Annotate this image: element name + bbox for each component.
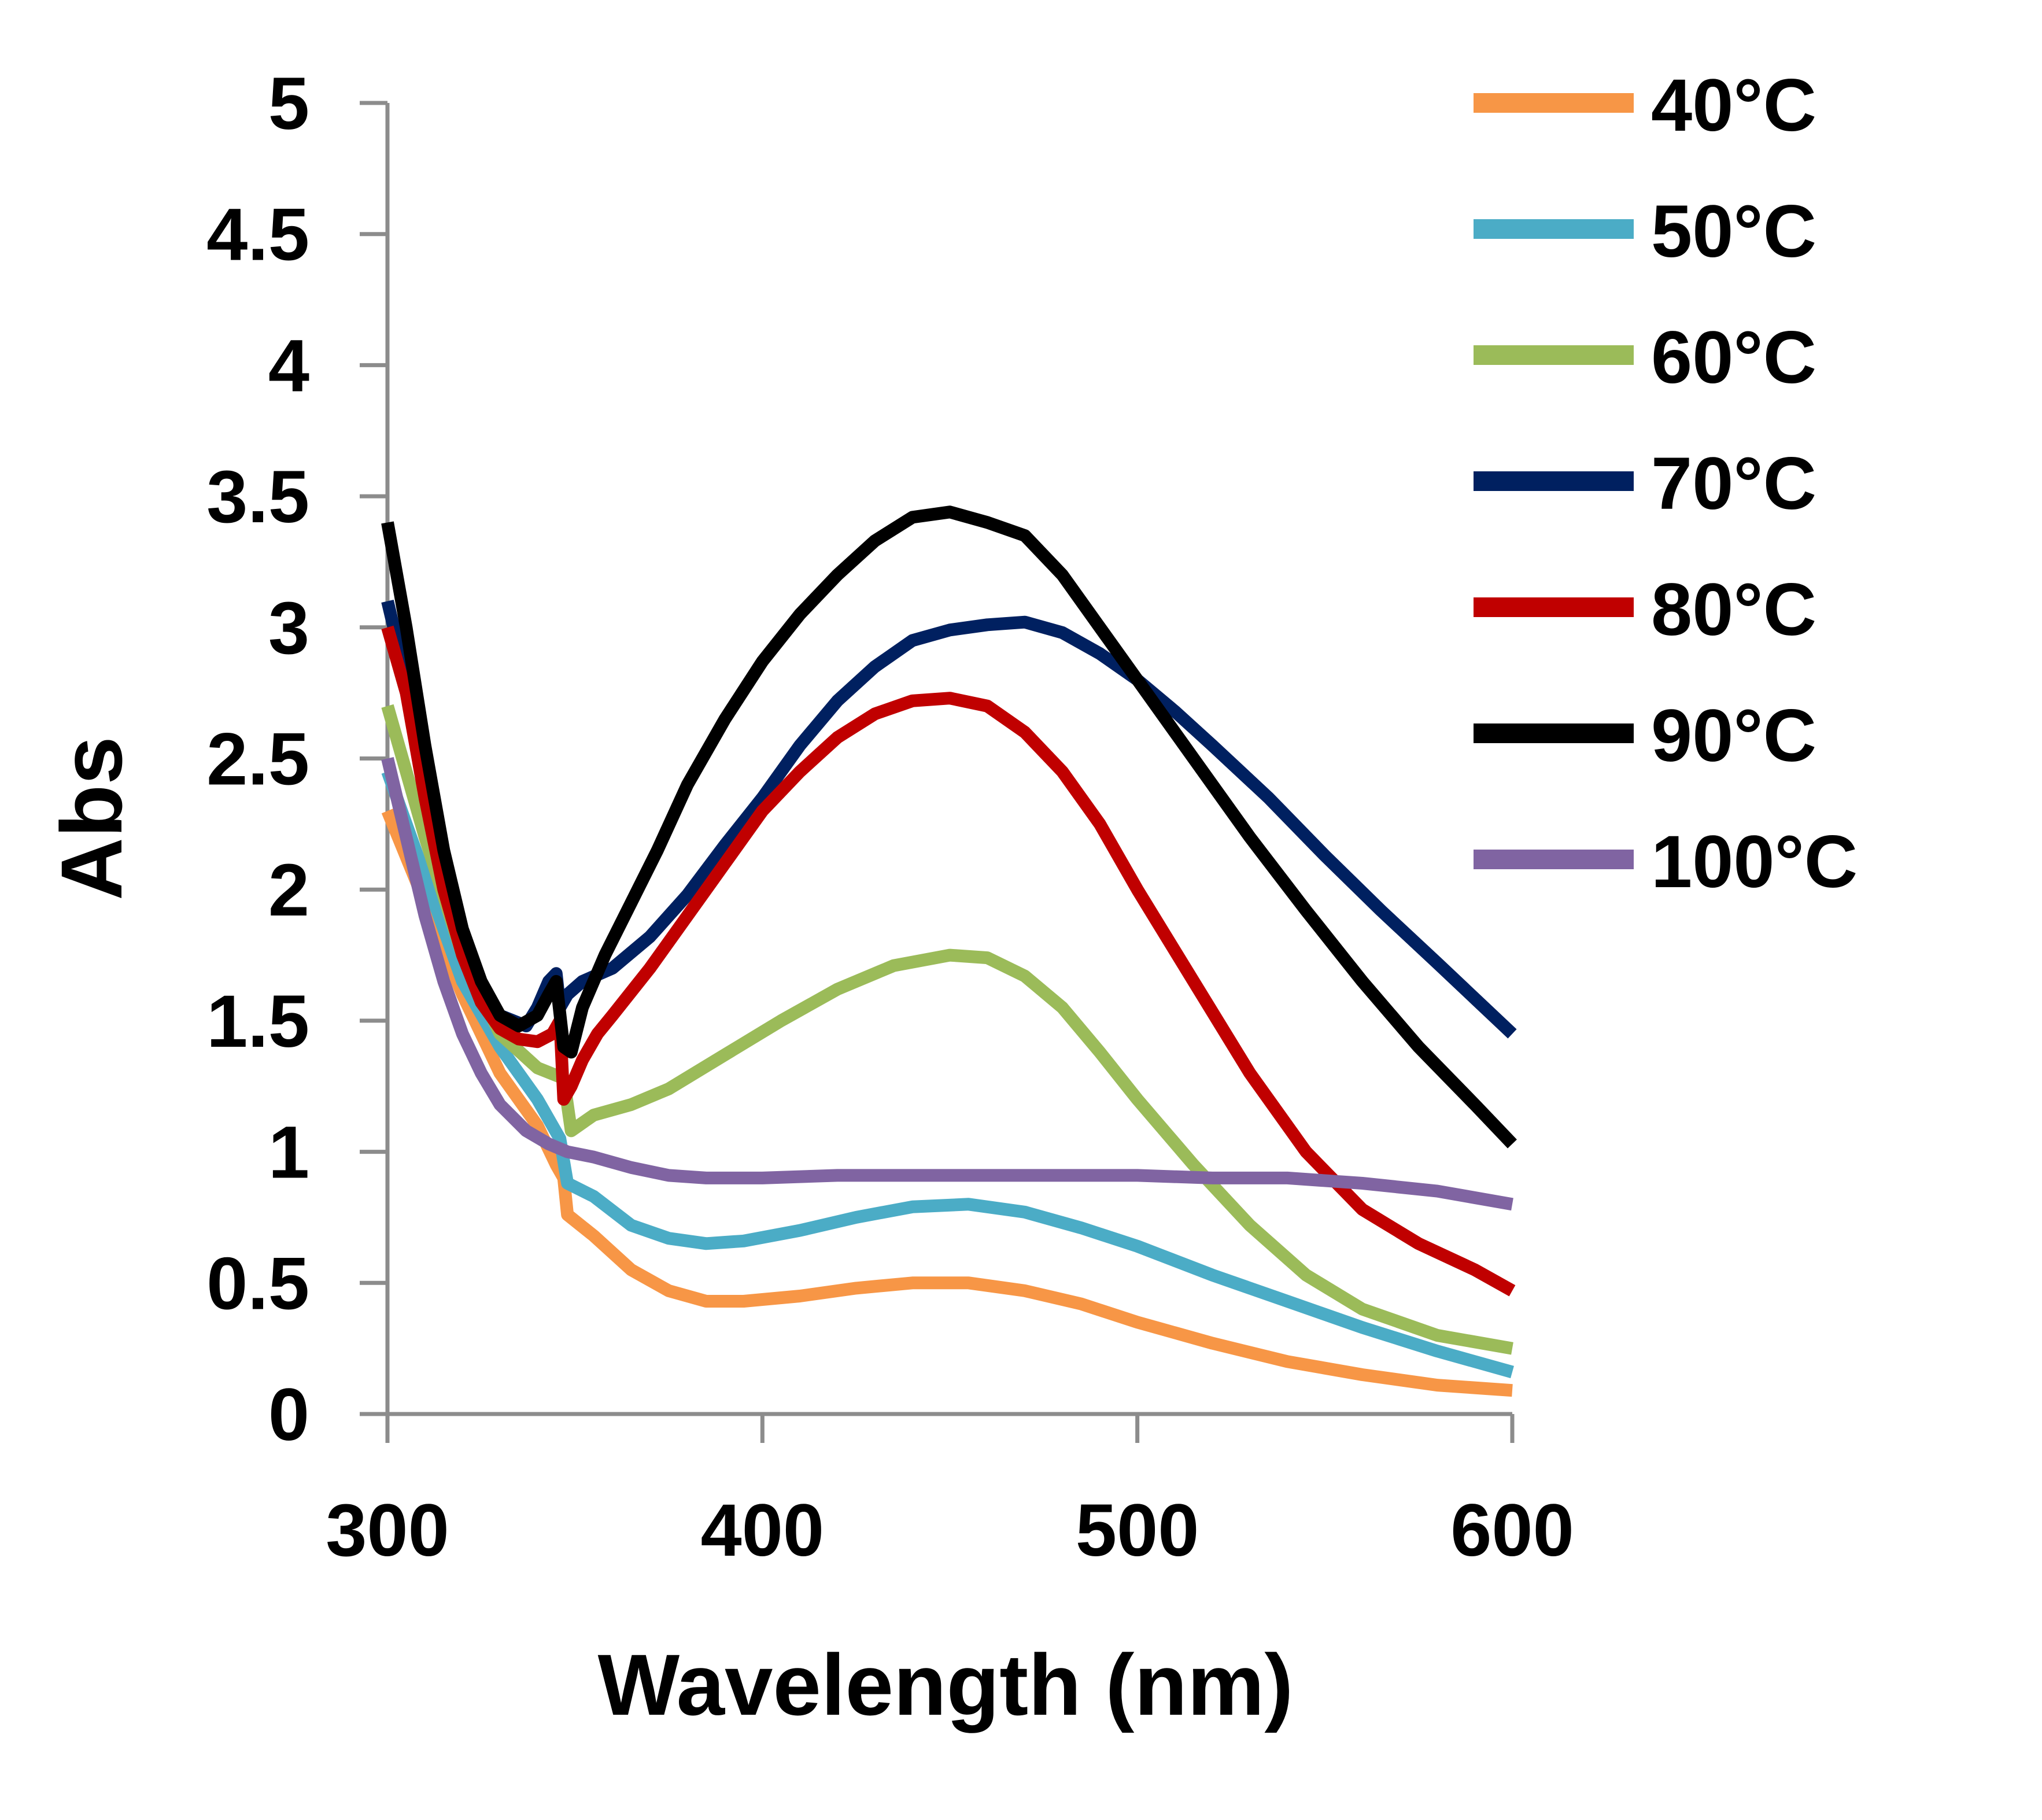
series-line <box>381 809 1513 1397</box>
x-tick-label: 500 <box>1076 1489 1199 1572</box>
x-axis-ticks: 300 400 500 600 <box>326 1414 1574 1572</box>
legend-label: 70°C <box>1651 442 1816 525</box>
legend-label: 40°C <box>1651 64 1816 147</box>
y-tick-label: 5 <box>268 62 309 145</box>
x-tick-label: 400 <box>701 1489 825 1572</box>
y-tick-label: 2.5 <box>206 718 309 801</box>
legend-label: 90°C <box>1651 695 1816 777</box>
y-tick-label: 0.5 <box>206 1242 309 1325</box>
y-tick-label: 4 <box>268 324 309 407</box>
series-line <box>381 769 1514 1379</box>
legend-label: 60°C <box>1651 316 1816 399</box>
legend: 40°C 50°C 60°C 70°C 80°C 90°C 100°C <box>1474 64 1858 903</box>
y-tick-label: 2 <box>268 849 309 932</box>
y-axis-title: Abs <box>43 736 140 900</box>
axes <box>385 103 1512 1416</box>
series-line <box>381 625 1516 1297</box>
series-group <box>381 505 1517 1397</box>
y-tick-label: 1 <box>268 1112 309 1194</box>
legend-label: 100°C <box>1651 821 1858 903</box>
y-axis-ticks: 0 0.5 1 1.5 2 2.5 3 3.5 4 4.5 5 <box>206 62 387 1456</box>
legend-label: 80°C <box>1651 568 1816 651</box>
y-tick-label: 0 <box>268 1374 309 1456</box>
y-tick-label: 3.5 <box>206 456 309 538</box>
series-line <box>381 704 1513 1355</box>
y-tick-label: 4.5 <box>206 194 309 276</box>
y-tick-label: 3 <box>268 587 309 670</box>
x-tick-label: 300 <box>326 1489 449 1572</box>
series-line <box>381 756 1513 1211</box>
x-axis-title: Wavelength (nm) <box>598 1636 1294 1733</box>
series-line <box>381 599 1517 1039</box>
x-tick-label: 600 <box>1450 1489 1574 1572</box>
series-line <box>381 505 1517 1149</box>
y-tick-label: 1.5 <box>206 980 309 1063</box>
legend-label: 50°C <box>1651 190 1816 273</box>
